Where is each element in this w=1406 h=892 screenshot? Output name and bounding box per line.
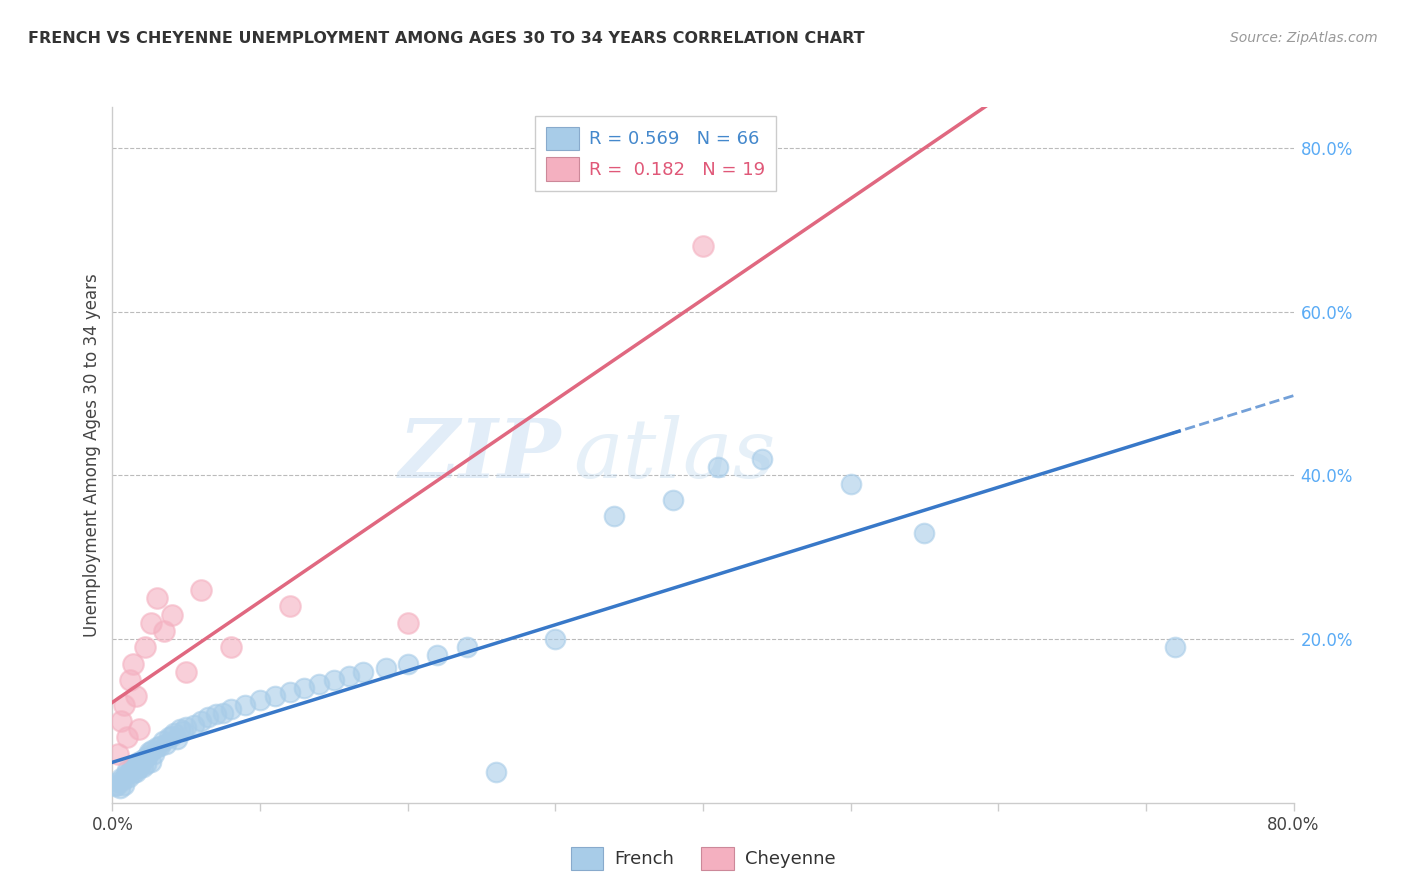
Point: [160, 607, 183, 622]
Point: [323, 673, 346, 687]
Point: [141, 742, 163, 756]
Point: [124, 759, 146, 773]
Point: [751, 452, 773, 467]
Y-axis label: Unemployment Among Ages 30 to 34 years: Unemployment Among Ages 30 to 34 years: [83, 273, 101, 637]
Point: [117, 763, 138, 777]
Point: [125, 690, 148, 704]
Point: [197, 710, 219, 724]
Point: [233, 698, 256, 712]
Point: [134, 751, 156, 765]
Point: [125, 764, 148, 779]
Point: [264, 690, 287, 704]
Text: Source: ZipAtlas.com: Source: ZipAtlas.com: [1230, 31, 1378, 45]
Point: [169, 722, 191, 736]
Point: [142, 747, 165, 761]
Point: [136, 748, 159, 763]
Point: [160, 729, 183, 743]
Point: [166, 731, 188, 746]
Point: [146, 591, 169, 606]
Point: [205, 707, 228, 722]
Point: [914, 525, 936, 540]
Point: [131, 753, 153, 767]
Point: [183, 718, 205, 732]
Point: [278, 599, 301, 614]
Point: [352, 665, 374, 679]
Point: [110, 771, 132, 785]
Point: [212, 706, 235, 720]
Text: FRENCH VS CHEYENNE UNEMPLOYMENT AMONG AGES 30 TO 34 YEARS CORRELATION CHART: FRENCH VS CHEYENNE UNEMPLOYMENT AMONG AG…: [28, 31, 865, 46]
Point: [108, 780, 131, 795]
Point: [152, 734, 174, 748]
Point: [132, 760, 155, 774]
Point: [112, 778, 135, 792]
Point: [118, 770, 141, 784]
Point: [544, 632, 567, 646]
Point: [127, 755, 149, 769]
Point: [485, 764, 508, 779]
Point: [120, 673, 142, 687]
Point: [163, 726, 186, 740]
Text: ZIP: ZIP: [399, 415, 561, 495]
Point: [139, 615, 162, 630]
Point: [112, 698, 135, 712]
Point: [662, 492, 685, 507]
Point: [249, 693, 271, 707]
Point: [426, 648, 449, 663]
Point: [128, 722, 150, 736]
Point: [190, 714, 212, 728]
Point: [603, 509, 626, 524]
Point: [308, 677, 330, 691]
Point: [114, 767, 136, 781]
Point: [706, 460, 728, 475]
Text: atlas: atlas: [574, 415, 776, 495]
Point: [174, 665, 197, 679]
Point: [172, 723, 194, 738]
Point: [134, 640, 156, 655]
Point: [396, 615, 419, 630]
Point: [120, 764, 142, 779]
Legend: French, Cheyenne: French, Cheyenne: [564, 839, 842, 877]
Point: [121, 761, 143, 775]
Point: [839, 476, 862, 491]
Point: [153, 624, 176, 638]
Point: [122, 657, 145, 671]
Point: [692, 239, 714, 253]
Point: [107, 775, 129, 789]
Point: [135, 756, 157, 771]
Point: [111, 772, 134, 787]
Point: [278, 685, 301, 699]
Point: [110, 714, 132, 728]
Point: [174, 721, 197, 735]
Point: [146, 740, 169, 755]
Point: [122, 766, 145, 780]
Point: [219, 701, 242, 715]
Point: [396, 657, 419, 671]
Point: [129, 756, 152, 771]
Point: [139, 755, 162, 769]
Point: [292, 681, 315, 696]
Point: [155, 737, 177, 751]
Point: [104, 780, 127, 794]
Point: [219, 640, 242, 655]
Point: [374, 661, 396, 675]
Point: [190, 582, 212, 597]
Point: [337, 669, 360, 683]
Point: [456, 640, 478, 655]
Point: [138, 745, 160, 759]
Point: [105, 778, 128, 792]
Point: [117, 731, 138, 745]
Point: [157, 731, 180, 745]
Point: [1164, 640, 1187, 655]
Point: [149, 739, 172, 753]
Point: [107, 747, 129, 761]
Point: [128, 761, 150, 775]
